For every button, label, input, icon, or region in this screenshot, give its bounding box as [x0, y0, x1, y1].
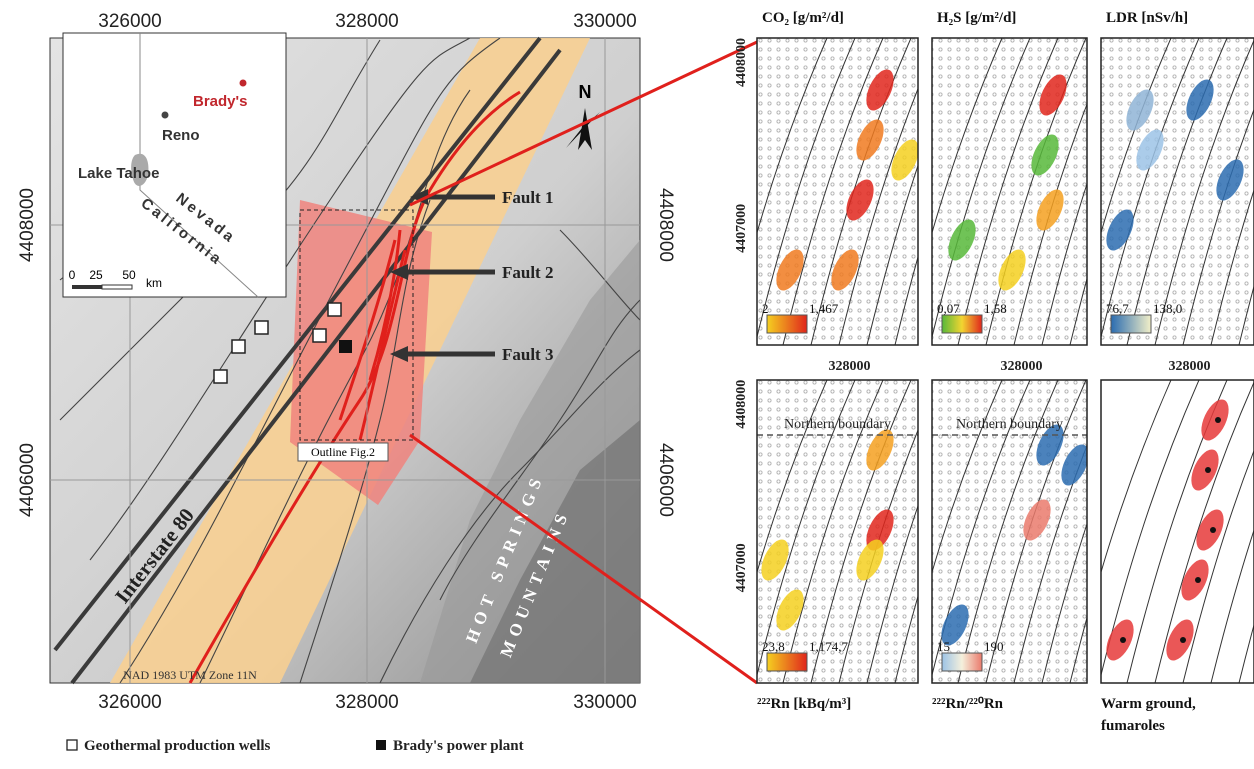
panel-title: CO₂ [g/m²/d] [762, 10, 844, 26]
scale-max: 1,174,7 [809, 639, 849, 654]
panel [1071, 380, 1254, 683]
figure: Outline Fig.2 Fault 1 Fault 2 Fault 3 In… [0, 0, 1254, 769]
projection: NAD 1983 UTM Zone 11N [123, 668, 257, 682]
y-tick-label: 4406000 [655, 443, 676, 517]
scale-bar [72, 285, 102, 289]
scale-max: 1,58 [984, 301, 1007, 316]
scale-max: 1,467 [809, 301, 839, 316]
x-tick-label: 330000 [573, 692, 636, 713]
colorbar [767, 315, 807, 333]
y-tick-label: 4408000 [655, 188, 676, 262]
scale-min: 15 [937, 639, 950, 654]
y-tick-label: 4408000 [734, 380, 749, 429]
panel-title: ²²²Rn [kBq/m³] [757, 696, 851, 712]
panel-title: Warm ground, fumaroles [1101, 696, 1196, 734]
scale-min: 0,07 [937, 301, 960, 316]
main-map: Outline Fig.2 Fault 1 Fault 2 Fault 3 In… [17, 11, 676, 713]
x-tick-label: 326000 [98, 11, 161, 32]
y-tick-label: 4406000 [17, 443, 38, 517]
fault-label: Fault 3 [502, 345, 553, 364]
x-tick-label: 328000 [335, 692, 398, 713]
colorbar [1111, 315, 1151, 333]
boundary-label: Northern boundary [956, 417, 1063, 432]
title-line: fumaroles [1101, 718, 1165, 734]
scale-label: 0 [69, 268, 76, 282]
colorbar [942, 653, 982, 671]
panels: 2 1,467 CO₂ [g/m²/d] 328000 0,07 1,58 H₂S [g/m… [727, 10, 1254, 734]
boundary-label: Northern boundary [784, 417, 891, 432]
scale-bar [102, 285, 132, 289]
y-tick-label: 4408000 [17, 188, 38, 262]
y-tick-label: 4408000 [734, 38, 749, 87]
scale-max: 138,0 [1153, 301, 1182, 316]
scale-label: 25 [89, 268, 103, 282]
x-tick-label: 328000 [829, 359, 871, 374]
colorbar [942, 315, 982, 333]
y-tick-label: 4407000 [734, 543, 749, 592]
title-line: Warm ground, [1101, 696, 1196, 712]
x-tick-label: 330000 [573, 11, 636, 32]
scale-min: 76,7 [1106, 301, 1129, 316]
scale-min: 2 [762, 301, 769, 316]
x-tick-label: 328000 [335, 11, 398, 32]
fumarole [1205, 467, 1211, 473]
scale-max: 190 [984, 639, 1004, 654]
legend-marker [376, 740, 386, 750]
bradys-point [240, 80, 247, 87]
panel-title: ²²²Rn/²²⁰Rn [932, 696, 1004, 712]
x-tick-label: 326000 [98, 692, 161, 713]
panel-title: LDR [nSv/h] [1106, 10, 1188, 26]
fumarole [1210, 527, 1216, 533]
panel-title: H₂S [g/m²/d] [937, 10, 1016, 26]
fumarole [1180, 637, 1186, 643]
panel [1071, 38, 1254, 345]
legend-label: Brady's power plant [393, 738, 524, 754]
reno-point [162, 112, 169, 119]
inset-place: Reno [162, 127, 200, 144]
fumarole [1215, 417, 1221, 423]
inset-place: Brady's [193, 93, 247, 110]
fault-label: Fault 2 [502, 263, 553, 282]
x-tick-label: 328000 [1169, 359, 1211, 374]
inset-place: Lake Tahoe [78, 165, 159, 182]
outline-label: Outline Fig.2 [311, 445, 375, 459]
fault-label: Fault 1 [502, 188, 553, 207]
scale-min: 23,8 [762, 639, 785, 654]
colorbar [767, 653, 807, 671]
scale-label: 50 [122, 268, 136, 282]
fumarole [1195, 577, 1201, 583]
sample-points [757, 38, 918, 345]
fumarole [1120, 637, 1126, 643]
legend-marker [67, 740, 77, 750]
x-tick-label: 328000 [1001, 359, 1043, 374]
scale-unit: km [146, 276, 162, 290]
y-tick-label: 4407000 [734, 204, 749, 253]
north-label: N [579, 82, 592, 102]
legend-label: Geothermal production wells [84, 738, 271, 754]
power-plant [339, 340, 352, 353]
